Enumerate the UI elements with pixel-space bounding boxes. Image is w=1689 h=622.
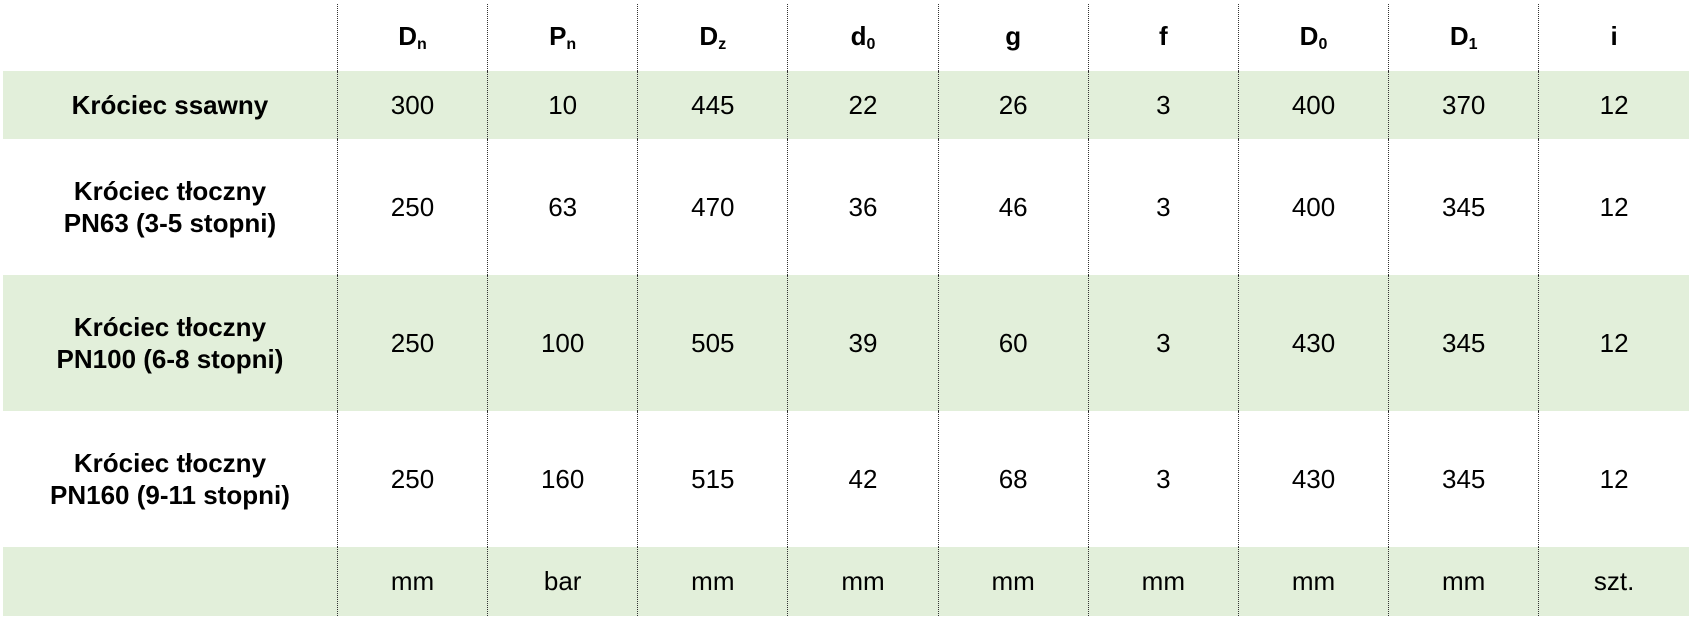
header-symbol: D bbox=[1299, 21, 1319, 51]
header-symbol: f bbox=[1159, 21, 1168, 51]
table-cell: 63 bbox=[487, 139, 638, 275]
table-cell: 470 bbox=[637, 139, 788, 275]
table-cell: 12 bbox=[1538, 275, 1689, 411]
header-symbol: P bbox=[549, 21, 567, 51]
unit-cell: mm bbox=[1237, 547, 1389, 616]
table-cell: 26 bbox=[937, 71, 1089, 139]
row-label-line1: Króciec tłoczny bbox=[73, 448, 267, 478]
table-row: Króciec tłoczny PN63 (3-5 stopni) 250 63 470… bbox=[3, 139, 1689, 275]
header-symbol: i bbox=[1610, 21, 1618, 51]
unit-cell: mm bbox=[787, 547, 939, 616]
header-subscript: 0 bbox=[1318, 36, 1328, 53]
table-cell: 515 bbox=[637, 411, 788, 547]
header-symbol: D bbox=[1449, 21, 1469, 51]
table-cell: 430 bbox=[1237, 275, 1389, 411]
header-subscript: 1 bbox=[1468, 36, 1478, 53]
column-header: i bbox=[1538, 4, 1689, 71]
row-label: Króciec ssawny bbox=[3, 71, 338, 139]
table-cell: 10 bbox=[487, 71, 638, 139]
header-row: Dn Pn Dz d0 g f D0 D1 i bbox=[3, 4, 1689, 71]
table-cell: 3 bbox=[1087, 411, 1239, 547]
table-cell: 42 bbox=[787, 411, 939, 547]
row-label: Króciec tłoczny PN160 (9-11 stopni) bbox=[3, 411, 337, 547]
table-cell: 12 bbox=[1538, 71, 1689, 139]
table-cell: 400 bbox=[1237, 71, 1389, 139]
table-cell: 430 bbox=[1237, 411, 1389, 547]
header-symbol: D bbox=[699, 21, 719, 51]
table-cell: 22 bbox=[787, 71, 939, 139]
table-cell: 505 bbox=[637, 275, 788, 411]
unit-cell: mm bbox=[637, 547, 788, 616]
unit-cell: bar bbox=[487, 547, 638, 616]
column-header: Dn bbox=[336, 4, 488, 71]
table-cell: 250 bbox=[336, 275, 488, 411]
unit-cell: szt. bbox=[1538, 547, 1689, 616]
table-cell: 39 bbox=[787, 275, 939, 411]
header-subscript: n bbox=[566, 36, 577, 53]
units-row: mm bar mm mm mm mm mm mm szt. bbox=[3, 547, 1689, 616]
column-header: f bbox=[1087, 4, 1239, 71]
column-header: Dz bbox=[637, 4, 788, 71]
header-subscript: z bbox=[718, 36, 727, 53]
row-label-line1: Króciec tłoczny bbox=[73, 176, 267, 206]
row-label-line2: PN63 (3-5 stopni) bbox=[63, 208, 277, 238]
table-cell: 250 bbox=[336, 411, 488, 547]
column-header: d0 bbox=[787, 4, 939, 71]
header-symbol: D bbox=[398, 21, 417, 51]
row-label: Króciec tłoczny PN63 (3-5 stopni) bbox=[3, 139, 337, 275]
column-header: D1 bbox=[1388, 4, 1539, 71]
units-empty bbox=[3, 547, 338, 616]
flange-dimensions-table: Dn Pn Dz d0 g f D0 D1 i Króciec ssawny 300 10 445 22… bbox=[3, 4, 1689, 616]
unit-cell: mm bbox=[336, 547, 488, 616]
table-cell: 60 bbox=[937, 275, 1089, 411]
row-label-line2: PN160 (9-11 stopni) bbox=[50, 480, 290, 510]
table-row: Króciec tłoczny PN100 (6-8 stopni) 250 100 5… bbox=[3, 275, 1689, 411]
table-cell: 46 bbox=[937, 139, 1089, 275]
header-empty bbox=[3, 4, 337, 71]
table-cell: 3 bbox=[1087, 139, 1239, 275]
table-cell: 160 bbox=[487, 411, 638, 547]
table-cell: 345 bbox=[1388, 411, 1539, 547]
table-cell: 3 bbox=[1087, 275, 1239, 411]
row-label-line1: Króciec tłoczny bbox=[73, 312, 267, 342]
row-label-line2: PN100 (6-8 stopni) bbox=[56, 344, 284, 374]
table-cell: 100 bbox=[487, 275, 638, 411]
table-cell: 445 bbox=[637, 71, 788, 139]
table-cell: 250 bbox=[336, 139, 488, 275]
header-subscript: n bbox=[416, 36, 427, 53]
table-cell: 300 bbox=[336, 71, 488, 139]
table-row: Króciec ssawny 300 10 445 22 26 3 400 370 12 bbox=[3, 71, 1689, 139]
table-cell: 400 bbox=[1237, 139, 1389, 275]
table-cell: 3 bbox=[1087, 71, 1239, 139]
unit-cell: mm bbox=[1087, 547, 1239, 616]
table-cell: 12 bbox=[1538, 411, 1689, 547]
row-label-line1: Króciec ssawny bbox=[71, 90, 269, 120]
table-cell: 345 bbox=[1388, 139, 1539, 275]
table-cell: 370 bbox=[1388, 71, 1539, 139]
table-cell: 345 bbox=[1388, 275, 1539, 411]
table-cell: 36 bbox=[787, 139, 939, 275]
header-symbol: d bbox=[850, 21, 867, 51]
header-symbol: g bbox=[1005, 21, 1022, 51]
table-cell: 68 bbox=[937, 411, 1089, 547]
table-cell: 12 bbox=[1538, 139, 1689, 275]
column-header: g bbox=[937, 4, 1089, 71]
unit-cell: mm bbox=[937, 547, 1089, 616]
table-row: Króciec tłoczny PN160 (9-11 stopni) 250 160… bbox=[3, 411, 1689, 547]
row-label: Króciec tłoczny PN100 (6-8 stopni) bbox=[3, 275, 338, 411]
header-subscript: 0 bbox=[866, 36, 876, 53]
column-header: D0 bbox=[1237, 4, 1389, 71]
unit-cell: mm bbox=[1388, 547, 1539, 616]
column-header: Pn bbox=[487, 4, 638, 71]
